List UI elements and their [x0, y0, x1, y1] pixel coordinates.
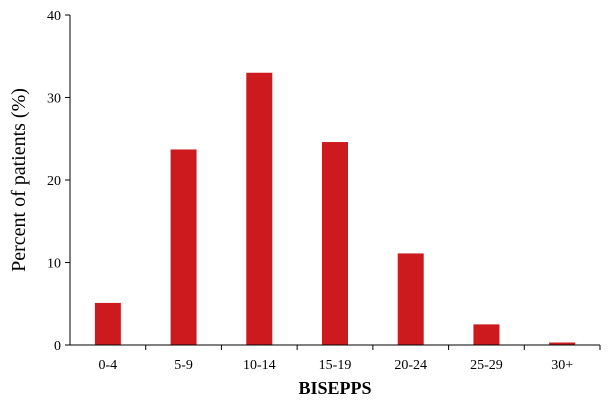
bar-5-9: [170, 149, 197, 345]
bar-10-14: [246, 72, 273, 345]
y-tick-label: 10: [47, 257, 61, 272]
bar-15-19: [322, 142, 348, 345]
y-tick-label: 30: [47, 92, 61, 107]
x-tick-label: 15-19: [319, 358, 352, 373]
x-tick-label: 25-29: [470, 358, 503, 373]
x-tick-label: 20-24: [394, 358, 427, 373]
x-tick-label: 10-14: [243, 358, 276, 373]
bar-0-4: [94, 302, 121, 345]
y-tick-label: 0: [54, 339, 61, 354]
bars: [94, 72, 576, 345]
x-tick-label: 5-9: [174, 358, 193, 373]
y-axis-ticks: 0 10 20 30 40: [47, 9, 70, 354]
x-axis-ticks: 0-4 5-9 10-14 15-19 20-24 25-29 30+: [99, 345, 601, 373]
y-tick-label: 20: [47, 174, 61, 189]
bar-20-24: [397, 253, 424, 345]
bar-30+: [549, 342, 576, 345]
x-tick-label: 30+: [551, 358, 573, 373]
x-tick-label: 0-4: [99, 358, 118, 373]
y-axis-title: Percent of patients (%): [8, 88, 30, 272]
x-axis-title: BISEPPS: [298, 378, 371, 398]
y-tick-label: 40: [47, 9, 61, 24]
bar-25-29: [473, 324, 500, 345]
